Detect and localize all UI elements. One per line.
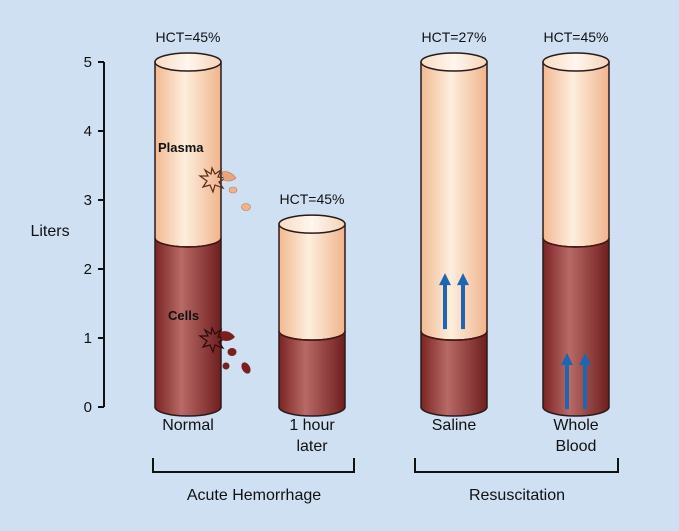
- plasma-segment: [278, 223, 346, 341]
- plasma-leak-icon: [198, 166, 251, 211]
- plasma-segment: [542, 61, 610, 248]
- cylinder-top: [154, 52, 222, 72]
- column-label: later: [296, 438, 328, 455]
- bracket-resuscitation: Resuscitation: [414, 458, 619, 504]
- cylinder-top: [542, 52, 610, 72]
- cells-leak-icon: [198, 326, 251, 374]
- cells-segment: [420, 330, 488, 417]
- up-arrow-head-icon: [457, 273, 469, 286]
- cells-plasma-boundary: [420, 330, 488, 341]
- cylinder-one-hour-later: HCT=45% 1 hour later: [278, 191, 346, 455]
- group-label-resuscitation: Resuscitation: [469, 487, 565, 504]
- cells-segment: [278, 330, 346, 417]
- cylinder-normal: HCT=45% Normal: [154, 29, 222, 434]
- up-arrow-icons: [439, 273, 469, 330]
- cells-annotation: Cells: [168, 308, 199, 323]
- column-label: Whole: [553, 417, 598, 434]
- column-label: 1 hour: [289, 417, 335, 434]
- group-label-acute-hemorrhage: Acute Hemorrhage: [187, 487, 321, 504]
- up-arrow-head-icon: [439, 273, 451, 286]
- y-axis: 0 1 2 3 4 5 Liters: [30, 54, 105, 416]
- y-tick-label: 3: [84, 192, 92, 209]
- up-arrow-head-icon: [561, 353, 573, 365]
- y-tick-label: 1: [84, 330, 92, 347]
- y-tick-label: 5: [84, 54, 92, 71]
- column-label: Saline: [432, 417, 477, 434]
- column-label: Blood: [556, 438, 597, 455]
- cells-segment: [154, 237, 222, 417]
- cylinder-saline: HCT=27% Saline: [420, 29, 488, 434]
- hemorrhage-annotations: Plasma Cells: [158, 140, 251, 374]
- cells-segment: [542, 237, 610, 417]
- y-tick-label: 4: [84, 123, 92, 140]
- y-tick-label: 2: [84, 261, 92, 278]
- cells-plasma-boundary: [542, 237, 610, 248]
- cylinder-top: [278, 214, 346, 234]
- cylinder-whole-blood: HCT=45% Whole Blood: [542, 29, 610, 455]
- y-tick-label: 0: [84, 399, 92, 416]
- bracket-acute-hemorrhage: Acute Hemorrhage: [152, 458, 355, 504]
- up-arrow-icons: [561, 353, 591, 409]
- hct-label: HCT=45%: [544, 29, 609, 45]
- column-label: Normal: [162, 417, 214, 434]
- hct-label: HCT=27%: [422, 29, 487, 45]
- y-axis-label: Liters: [30, 223, 69, 240]
- hct-label: HCT=45%: [156, 29, 221, 45]
- up-arrow-head-icon: [579, 353, 591, 365]
- plasma-segment: [420, 61, 488, 341]
- hct-label: HCT=45%: [280, 191, 345, 207]
- cells-plasma-boundary: [154, 237, 222, 248]
- cells-plasma-boundary: [278, 330, 346, 341]
- cylinder-top: [420, 52, 488, 72]
- group-brackets: Acute Hemorrhage Resuscitation: [152, 458, 619, 504]
- plasma-annotation: Plasma: [158, 140, 204, 155]
